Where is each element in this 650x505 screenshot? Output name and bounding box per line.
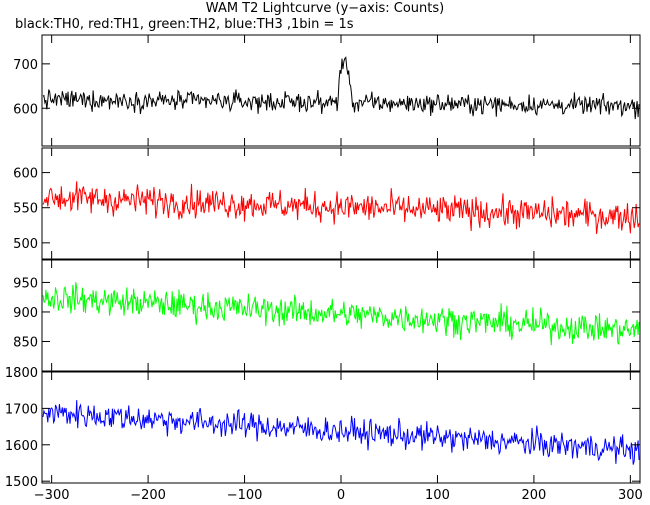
- series-th2-line: [42, 282, 640, 346]
- chart-title: WAM T2 Lightcurve (y−axis: Counts): [205, 1, 445, 16]
- panel-th1: 500 550 600: [13, 147, 641, 260]
- x-tick-label: 0: [337, 488, 345, 503]
- y-tick-label: 1800: [5, 366, 38, 381]
- y-tick-label: 950: [13, 276, 38, 291]
- y-tick-label: 700: [13, 58, 38, 73]
- panel-th0: 600 700: [13, 34, 641, 147]
- y-tick-label: 1500: [5, 475, 38, 490]
- x-tick-label: 300: [618, 488, 643, 503]
- x-tick-label: 100: [425, 488, 450, 503]
- y-tick-label: 600: [13, 167, 38, 182]
- y-tick-label: 900: [13, 306, 38, 321]
- panel-frame: [41, 34, 641, 147]
- y-tick-label: 1600: [5, 439, 38, 454]
- x-tick-label: −200: [130, 488, 166, 503]
- panel-frame: [41, 371, 641, 484]
- panel-th3: 1500 1600 1700 1800 −300 −200 −100 0 100 200 300: [5, 366, 643, 503]
- x-tick-label: −100: [227, 488, 263, 503]
- y-tick-label: 550: [13, 202, 38, 217]
- chart-subtitle: black:TH0, red:TH1, green:TH2, blue:TH3 …: [15, 17, 354, 32]
- y-tick-label: 850: [13, 335, 38, 350]
- x-tick-label: −300: [34, 488, 70, 503]
- series-th3-line: [42, 400, 640, 465]
- series-th1-line: [42, 181, 640, 235]
- panel-frame: [41, 259, 641, 372]
- panel-th2: 850 900 950: [13, 259, 641, 372]
- y-tick-label: 600: [13, 102, 38, 117]
- x-tick-label: 200: [521, 488, 546, 503]
- series-th0-line: [42, 56, 640, 120]
- y-tick-label: 1700: [5, 402, 38, 417]
- y-tick-label: 500: [13, 237, 38, 252]
